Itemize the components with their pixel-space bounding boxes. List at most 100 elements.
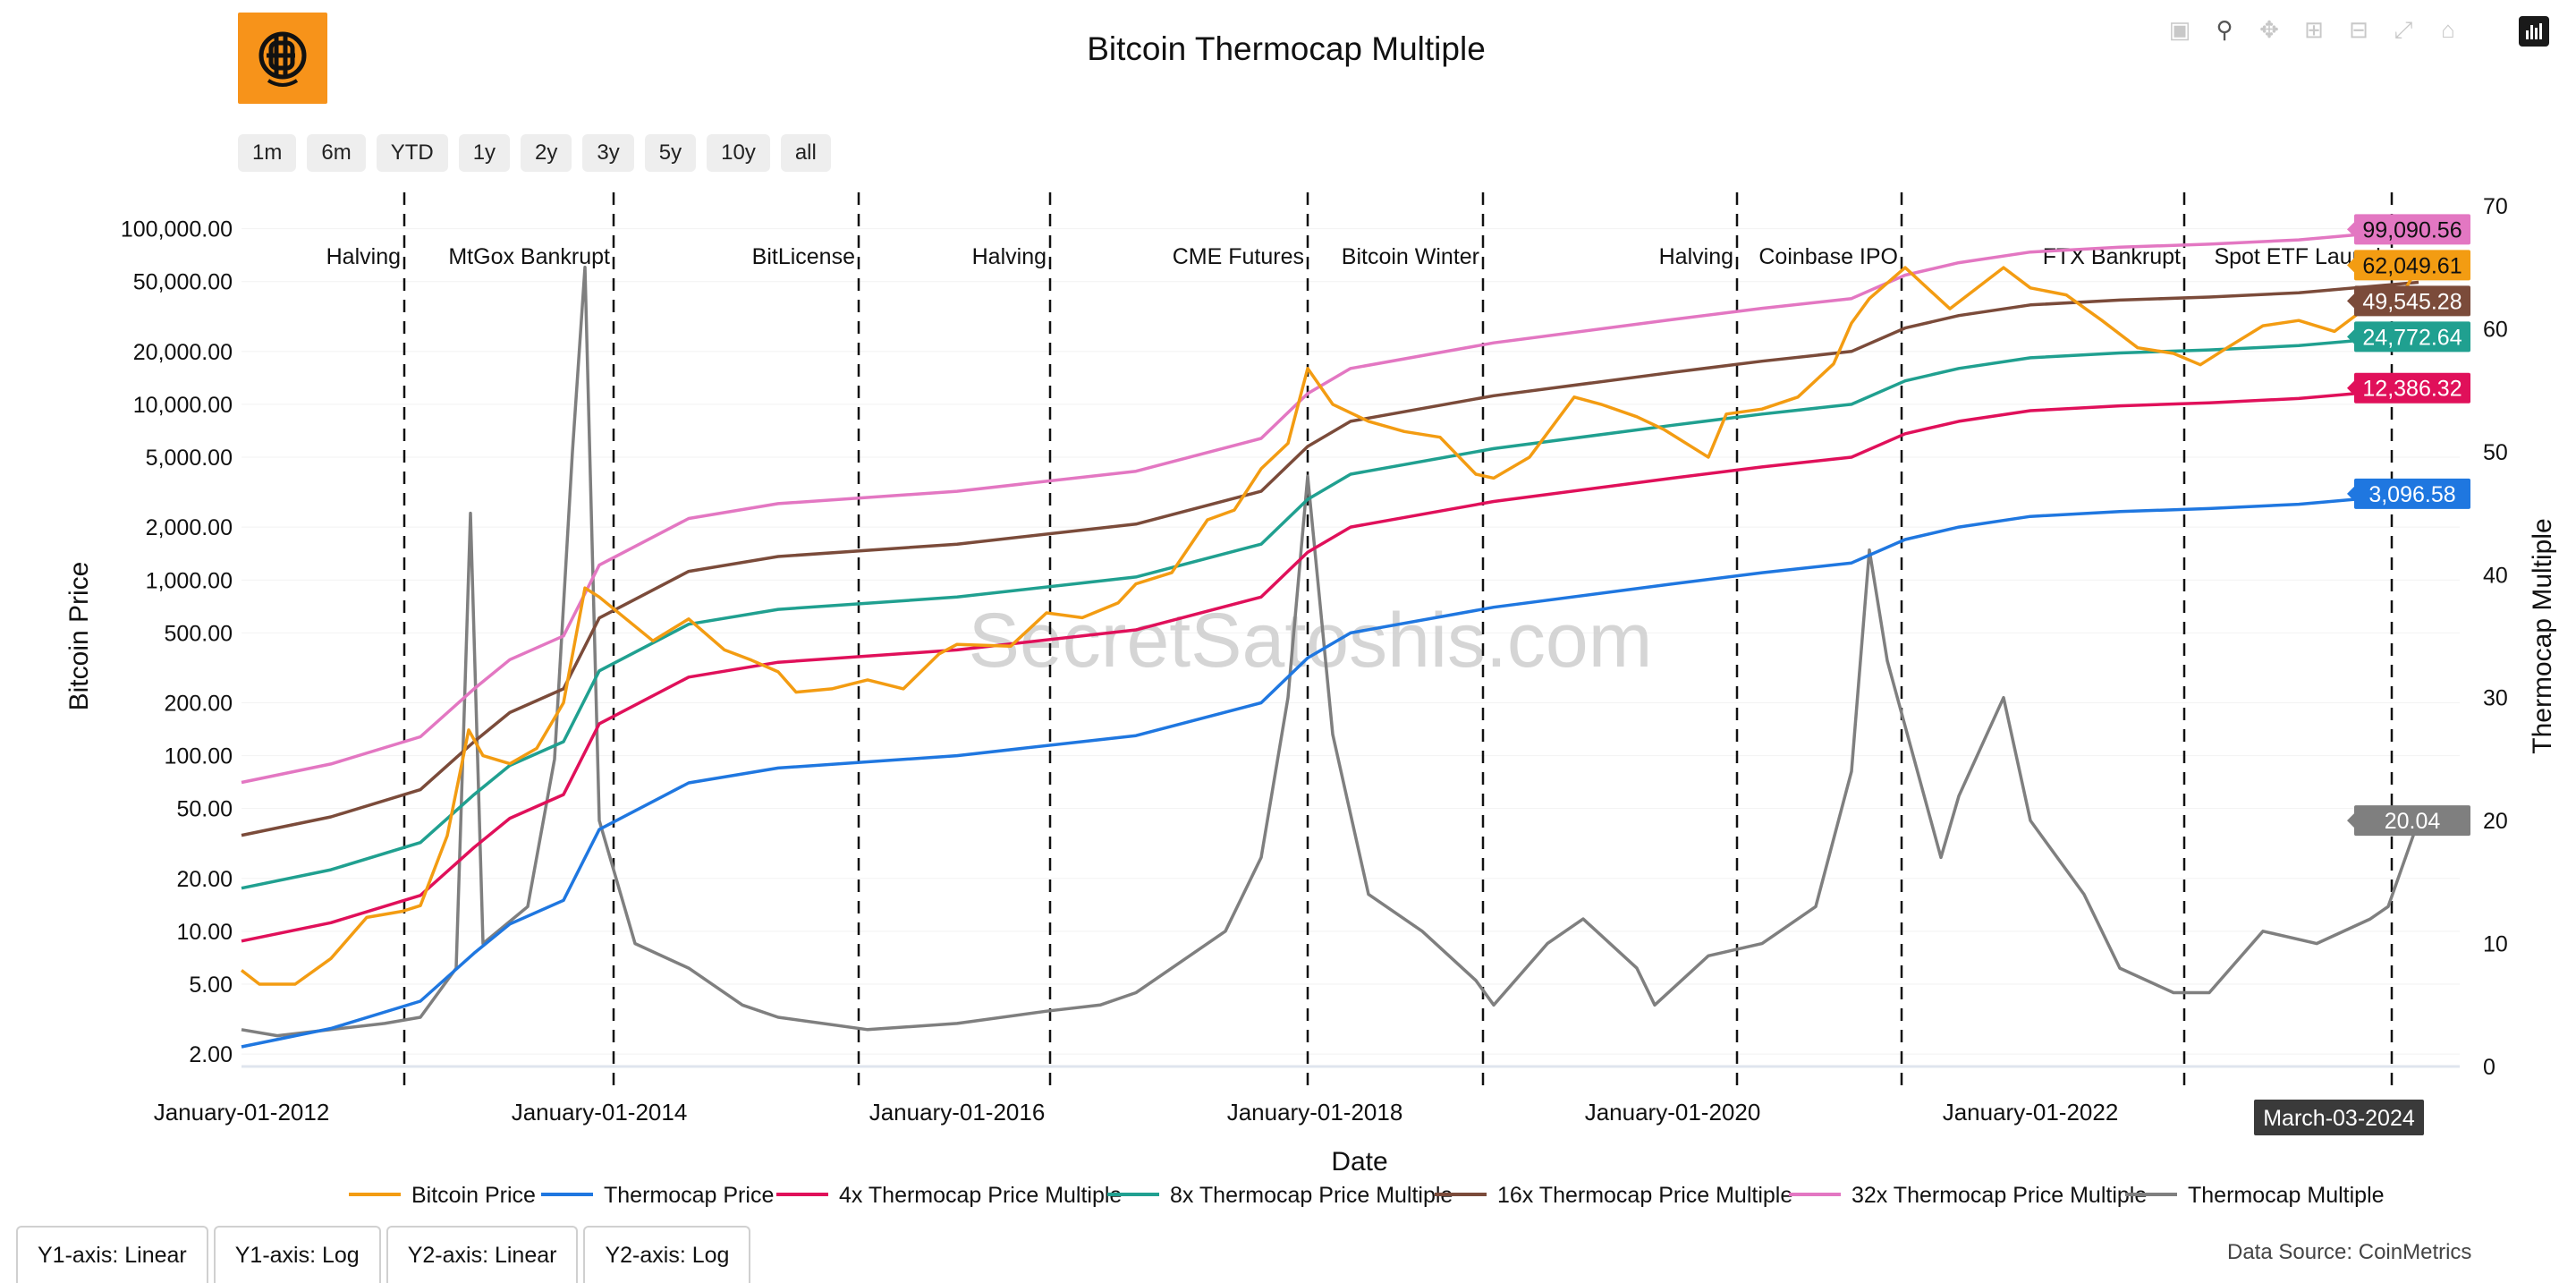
y-tick-label-7: 500.00 (165, 621, 233, 646)
series-line-6[interactable] (241, 265, 2420, 1038)
plotly-logo-icon[interactable] (2519, 16, 2549, 47)
y-tick-label-2: 10.00 (176, 920, 233, 945)
y-tick-label-9: 2,000.00 (146, 515, 233, 540)
event-label-7: Coinbase IPO (1758, 244, 1898, 269)
end-label-pointer-0 (2347, 258, 2354, 273)
zoom-icon[interactable]: ⚲ (2216, 16, 2233, 43)
y2-tick-label-7: 70 (2483, 194, 2508, 219)
end-label-text-1: 3,096.58 (2368, 482, 2455, 507)
range-button-all[interactable]: all (780, 134, 831, 172)
x-tick-label-5: January-01-2022 (1943, 1099, 2119, 1126)
zoom-in-icon[interactable]: ⊞ (2304, 16, 2324, 43)
end-label-box-2 (2354, 372, 2470, 404)
legend-item-5[interactable]: 32x Thermocap Price Multiple (1789, 1183, 2147, 1208)
pan-icon[interactable]: ✥ (2259, 16, 2279, 43)
end-label-box-3 (2354, 321, 2470, 353)
tab-y1-log[interactable]: Y1-axis: Log (213, 1226, 381, 1283)
legend-label-6: Thermocap Multiple (2188, 1183, 2385, 1208)
event-label-5: Bitcoin Winter (1342, 244, 1479, 269)
autoscale-icon[interactable]: ⤢ (2394, 16, 2413, 43)
event-label-4: CME Futures (1173, 244, 1304, 269)
series-line-4[interactable] (241, 280, 2419, 837)
event-label-3: Halving (972, 244, 1046, 269)
y2-tick-label-4: 40 (2483, 563, 2508, 588)
end-label-text-2: 12,386.32 (2362, 377, 2462, 402)
legend-label-3: 8x Thermocap Price Multiple (1170, 1183, 1453, 1208)
axes: 2.00 5.00 10.00 20.00 50.00 100.00 200.00 500.0… (64, 194, 2557, 1177)
range-button-ytd[interactable]: YTD (376, 134, 448, 172)
series-line-2[interactable] (241, 386, 2419, 943)
tab-y1-linear[interactable]: Y1-axis: Linear (16, 1226, 208, 1283)
y-tick-label-0: 2.00 (189, 1042, 233, 1067)
series-line-1[interactable] (241, 492, 2419, 1049)
end-label-pointer-1 (2347, 486, 2354, 501)
range-button-5y[interactable]: 5y (644, 134, 697, 172)
legend-item-1[interactable]: Thermocap Price (541, 1183, 774, 1208)
range-button-3y[interactable]: 3y (582, 134, 634, 172)
x-tick-label-2: January-01-2016 (869, 1099, 1046, 1126)
tab-y2-log[interactable]: Y2-axis: Log (583, 1226, 751, 1283)
bitcoin-logo-icon (238, 13, 327, 104)
range-selector: 1m 6m YTD 1y 2y 3y 5y 10y all (238, 134, 831, 172)
range-button-10y[interactable]: 10y (707, 134, 770, 172)
home-icon[interactable]: ⌂ (2441, 16, 2455, 43)
legend-item-6[interactable]: Thermocap Multiple (2125, 1183, 2385, 1208)
y2-tick-label-2: 20 (2483, 809, 2508, 834)
legend-item-3[interactable]: 8x Thermocap Price Multiple (1107, 1183, 1453, 1208)
y-tick-label-10: 5,000.00 (146, 446, 233, 471)
event-label-6: Halving (1659, 244, 1733, 269)
end-label-text-3: 24,772.64 (2362, 325, 2462, 350)
event-label-2: BitLicense (752, 244, 855, 269)
x-axis-title: Date (1331, 1147, 1387, 1177)
range-button-6m[interactable]: 6m (307, 134, 366, 172)
legend-item-4[interactable]: 16x Thermocap Price Multiple (1435, 1183, 1792, 1208)
y2-axis-title: Thermocap Multiple (2528, 518, 2557, 753)
zoom-out-icon[interactable]: ⊟ (2349, 16, 2368, 43)
legend[interactable]: Bitcoin Price Thermocap Price 4x Thermocap… (349, 1183, 2385, 1208)
series-lines[interactable] (240, 227, 2420, 1049)
x-tick-label-4: January-01-2020 (1585, 1099, 1761, 1126)
end-label-box-1 (2354, 478, 2470, 509)
modebar: ▣ ⚲ ✥ ⊞ ⊟ ⤢ ⌂ (2165, 14, 2463, 45)
y-tick-label-13: 50,000.00 (133, 270, 233, 295)
end-label-text-4: 49,545.28 (2362, 289, 2462, 314)
x-tick-label-0: January-01-2012 (154, 1099, 330, 1126)
y-tick-label-5: 100.00 (165, 744, 233, 769)
legend-label-5: 32x Thermocap Price Multiple (1852, 1183, 2147, 1208)
series-line-0[interactable] (240, 264, 2420, 986)
end-label-box-0 (2354, 250, 2470, 281)
legend-label-1: Thermocap Price (604, 1183, 774, 1208)
watermark: SecretSatoshis.com (969, 598, 1653, 684)
range-button-1y[interactable]: 1y (458, 134, 511, 172)
hover-date-label: March-03-2024 (2254, 1100, 2424, 1135)
range-button-2y[interactable]: 2y (521, 134, 572, 172)
end-label-pointer-2 (2347, 380, 2354, 395)
end-label-box-5 (2354, 214, 2470, 245)
end-value-labels: 99,090.56 62,049.61 49,545.28 24,772.64 12,3… (2347, 214, 2470, 837)
end-label-box-4 (2354, 285, 2470, 317)
end-label-text-6: 20.04 (2385, 809, 2441, 834)
legend-item-0[interactable]: Bitcoin Price (349, 1183, 536, 1208)
y2-tick-label-5: 50 (2483, 440, 2508, 465)
end-label-pointer-6 (2347, 813, 2354, 828)
y2-tick-label-1: 10 (2483, 932, 2508, 957)
y2-tick-label-0: 0 (2483, 1055, 2496, 1080)
event-label-0: Halving (326, 244, 401, 269)
series-line-5[interactable] (241, 227, 2419, 785)
tab-y2-linear[interactable]: Y2-axis: Linear (386, 1226, 579, 1283)
end-label-text-5: 99,090.56 (2362, 217, 2462, 242)
legend-label-2: 4x Thermocap Price Multiple (839, 1183, 1122, 1208)
camera-icon[interactable]: ▣ (2168, 16, 2191, 43)
y-tick-label-12: 20,000.00 (133, 340, 233, 365)
series-line-3[interactable] (241, 333, 2419, 890)
y-tick-label-4: 50.00 (176, 797, 233, 822)
y-tick-label-3: 20.00 (176, 867, 233, 892)
end-label-text-0: 62,049.61 (2362, 253, 2462, 278)
end-label-pointer-5 (2347, 222, 2354, 237)
range-button-1m[interactable]: 1m (238, 134, 297, 172)
end-label-pointer-3 (2347, 329, 2354, 344)
y2-tick-label-3: 30 (2483, 686, 2508, 711)
legend-item-2[interactable]: 4x Thermocap Price Multiple (776, 1183, 1122, 1208)
x-tick-label-1: January-01-2014 (512, 1099, 688, 1126)
